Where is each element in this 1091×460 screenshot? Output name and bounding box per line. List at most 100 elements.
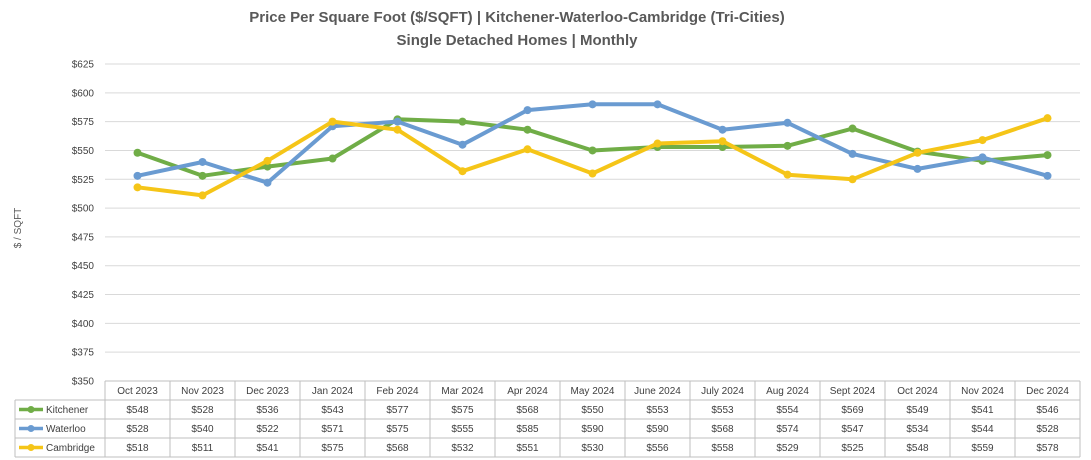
series-cambridge	[133, 114, 1052, 200]
y-axis-ticks: $350 $375 $400 $425 $450 $475 $500 $525 $550 $575…	[72, 60, 95, 388]
table-value: $546	[1036, 405, 1059, 416]
legend-key-waterloo	[19, 425, 43, 432]
table-value: $541	[256, 443, 279, 454]
data-point	[523, 125, 532, 134]
table-value: $575	[321, 443, 344, 454]
table-value: $556	[646, 443, 669, 454]
data-point	[848, 124, 857, 133]
x-category-label: Oct 2024	[897, 386, 938, 397]
table-value: $522	[256, 424, 279, 435]
data-point	[263, 162, 272, 171]
table-value: $536	[256, 405, 279, 416]
data-point	[653, 100, 662, 109]
data-point	[1043, 171, 1052, 180]
x-category-label: Oct 2023	[117, 386, 158, 397]
table-value: $590	[646, 424, 669, 435]
table-value: $568	[711, 424, 734, 435]
data-table: Oct 2023 Nov 2023 Dec 2023 Jan 2024 Feb 2024…	[14, 380, 1081, 458]
x-category-label: Aug 2024	[766, 386, 809, 397]
y-tick-label: $425	[72, 290, 95, 301]
y-tick-label: $350	[72, 377, 95, 388]
data-point	[328, 154, 337, 163]
table-value: $530	[581, 443, 604, 454]
y-tick-label: $575	[72, 117, 95, 128]
table-value: $574	[776, 424, 799, 435]
data-point	[978, 136, 987, 145]
data-point	[458, 140, 467, 149]
data-point	[848, 149, 857, 158]
table-value: $532	[451, 443, 474, 454]
y-tick-label: $475	[72, 232, 95, 243]
y-tick-label: $600	[72, 88, 95, 99]
table-value: $569	[841, 405, 864, 416]
table-value: $525	[841, 443, 864, 454]
data-point	[198, 157, 207, 166]
y-tick-label: $375	[72, 348, 95, 359]
data-point	[458, 167, 467, 176]
data-point	[133, 148, 142, 157]
table-value: $550	[581, 405, 604, 416]
table-value: $575	[386, 424, 409, 435]
table-value: $518	[126, 443, 149, 454]
table-value: $555	[451, 424, 474, 435]
table-value: $541	[971, 405, 994, 416]
x-category-label: Sept 2024	[830, 386, 876, 397]
table-value: $558	[711, 443, 734, 454]
data-point	[913, 148, 922, 157]
table-value: $528	[1036, 424, 1059, 435]
table-value: $577	[386, 405, 409, 416]
x-category-label: Dec 2023	[246, 386, 289, 397]
data-point	[718, 125, 727, 134]
data-point	[523, 145, 532, 154]
table-value: $534	[906, 424, 929, 435]
legend-key-kitchener	[19, 406, 43, 413]
data-point	[653, 139, 662, 148]
data-point	[133, 183, 142, 192]
table-value: $511	[192, 443, 214, 454]
x-category-label: July 2024	[701, 386, 744, 397]
table-value: $544	[971, 424, 994, 435]
data-point	[718, 142, 727, 151]
table-value: $529	[776, 443, 799, 454]
x-category-label: Dec 2024	[1026, 386, 1069, 397]
y-tick-label: $625	[72, 60, 95, 71]
y-tick-label: $400	[72, 319, 95, 330]
x-category-label: Jan 2024	[312, 386, 354, 397]
y-tick-label: $525	[72, 175, 95, 186]
table-value: $559	[971, 443, 994, 454]
table-value: $553	[711, 405, 734, 416]
table-value: $548	[126, 405, 149, 416]
table-value: $585	[516, 424, 539, 435]
data-point	[913, 164, 922, 173]
x-category-label: May 2024	[571, 386, 615, 397]
x-category-label: Apr 2024	[507, 386, 548, 397]
data-point	[198, 191, 207, 200]
x-category-label: Mar 2024	[441, 386, 484, 397]
table-value: $554	[776, 405, 799, 416]
data-point	[783, 141, 792, 150]
series-lines	[133, 100, 1052, 200]
table-value: $578	[1036, 443, 1059, 454]
y-axis-label: $ / SQFT	[13, 208, 24, 249]
data-point	[523, 106, 532, 115]
legend-marker	[27, 444, 35, 451]
table-value: $528	[191, 405, 214, 416]
y-tick-label: $550	[72, 146, 95, 157]
table-value: $571	[321, 424, 344, 435]
data-point	[1043, 151, 1052, 160]
table-value: $568	[516, 405, 539, 416]
gridlines	[105, 63, 1080, 382]
y-tick-label: $500	[72, 204, 95, 215]
data-point	[848, 175, 857, 184]
data-point	[718, 137, 727, 146]
table-value: $548	[906, 443, 929, 454]
table-value: $528	[126, 424, 149, 435]
legend-label: Cambridge	[46, 443, 95, 454]
data-point	[783, 118, 792, 127]
table-value: $543	[321, 405, 344, 416]
data-point	[1043, 114, 1052, 123]
data-point	[328, 117, 337, 126]
legend-key-cambridge	[19, 444, 43, 451]
table-value: $540	[191, 424, 214, 435]
legend-marker	[27, 406, 35, 413]
